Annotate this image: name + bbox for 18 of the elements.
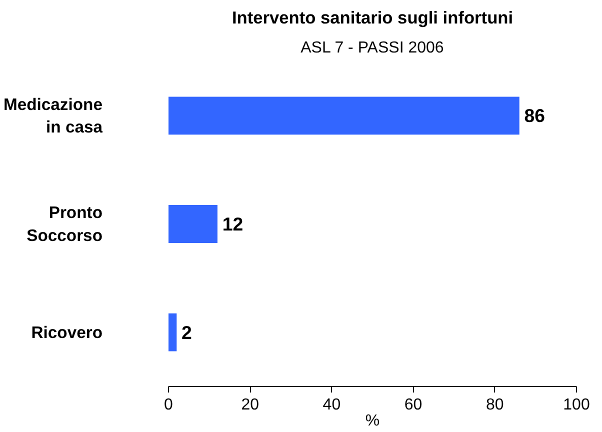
bar — [168, 96, 520, 135]
data-label: 2 — [182, 322, 192, 343]
x-tick-label: 20 — [241, 396, 260, 414]
data-label: 86 — [524, 105, 546, 126]
x-tick-label: 80 — [486, 396, 504, 414]
x-tick-label: 0 — [164, 396, 174, 414]
x-tick-label: 60 — [404, 396, 422, 414]
y-tick-label: Medicazione in casa — [3, 94, 104, 137]
bar — [168, 313, 177, 352]
chart-subtitle: ASL 7 - PASSI 2006 — [300, 40, 444, 56]
y-tick-label: Pronto Soccorso — [26, 203, 103, 245]
x-axis-title: % — [365, 412, 380, 430]
y-tick-label: Ricovero — [31, 322, 103, 342]
x-tick-label: 40 — [322, 396, 341, 414]
chart-title: Intervento sanitario sugli infortuni — [232, 8, 514, 28]
x-tick-label: 100 — [563, 396, 590, 414]
data-label: 12 — [222, 214, 244, 234]
bar — [168, 205, 218, 243]
